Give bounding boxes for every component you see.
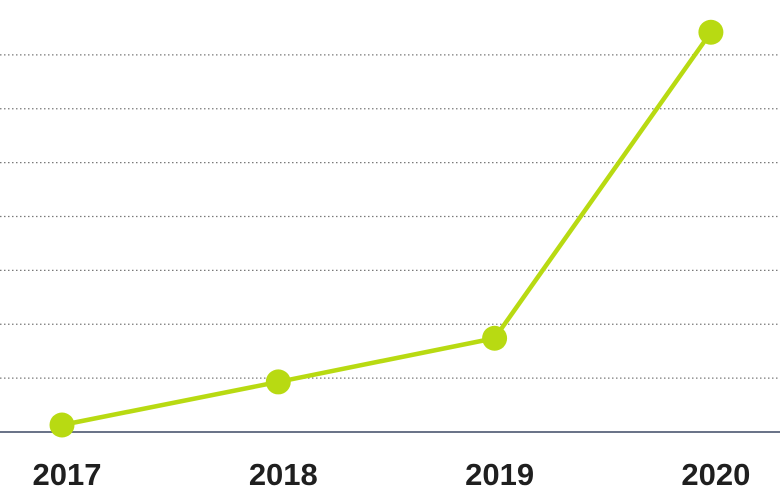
data-point	[482, 325, 508, 351]
data-point	[49, 412, 75, 438]
series-line	[61, 30, 713, 428]
x-tick-label: 2019	[465, 457, 534, 491]
x-tick-label: 2020	[681, 457, 750, 491]
data-point	[265, 369, 291, 395]
x-tick-label: 2018	[249, 457, 318, 491]
x-tick-label: 2017	[33, 457, 102, 491]
data-point	[698, 19, 724, 45]
